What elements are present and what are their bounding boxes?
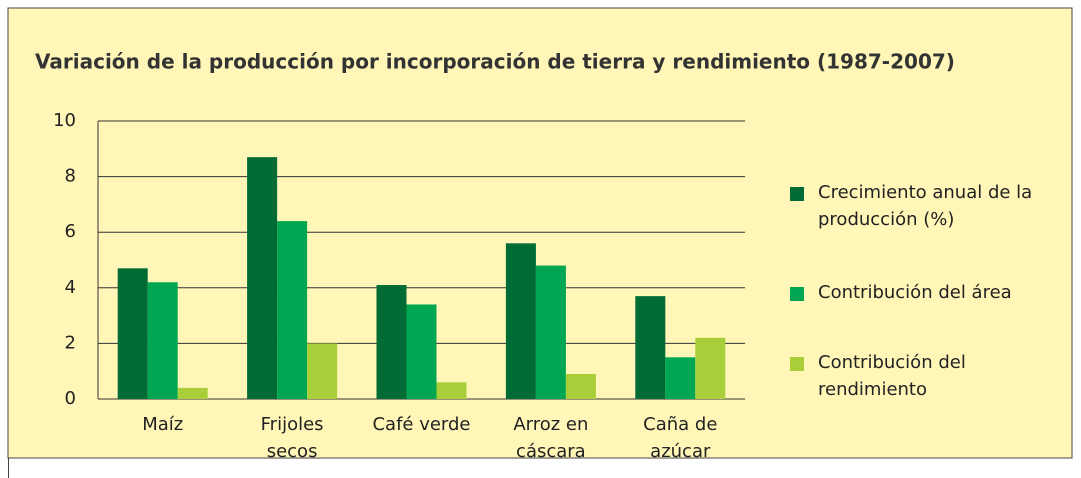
legend-label: Contribución del área <box>818 282 1012 303</box>
bar <box>247 157 278 399</box>
y-tick-label: 4 <box>65 277 76 298</box>
bar <box>177 387 208 399</box>
legend-label: Contribución del rendimiento <box>818 352 966 400</box>
x-tick-label: Maíz <box>142 414 184 435</box>
x-tick-label: Arroz en cáscara <box>513 414 589 462</box>
legend-swatch <box>790 357 804 371</box>
legend-swatch <box>790 287 804 301</box>
bar <box>665 357 696 399</box>
bar <box>376 285 407 399</box>
bar <box>147 282 178 399</box>
x-tick-label: Café verde <box>372 414 471 435</box>
bar <box>505 243 536 399</box>
y-tick-label: 6 <box>65 221 76 242</box>
legend-label: Crecimiento anual de la producción (%) <box>818 182 1033 230</box>
bar <box>406 304 437 399</box>
bar <box>436 382 467 399</box>
bar <box>565 373 596 399</box>
bar <box>117 268 148 399</box>
bar <box>277 221 308 399</box>
chart-title: Variación de la producción por incorpora… <box>35 50 955 74</box>
legend-swatch <box>790 187 804 201</box>
x-tick-label: Frijoles secos <box>260 414 324 462</box>
bar <box>635 296 666 399</box>
x-tick-label: Caña de azúcar <box>643 414 718 462</box>
y-tick-label: 2 <box>65 332 76 353</box>
bar <box>307 343 338 399</box>
frame-edge <box>8 458 9 478</box>
bar <box>535 265 566 399</box>
bar <box>695 337 726 399</box>
y-tick-label: 0 <box>65 388 76 409</box>
y-tick-label: 10 <box>53 110 76 131</box>
y-tick-label: 8 <box>65 166 76 187</box>
